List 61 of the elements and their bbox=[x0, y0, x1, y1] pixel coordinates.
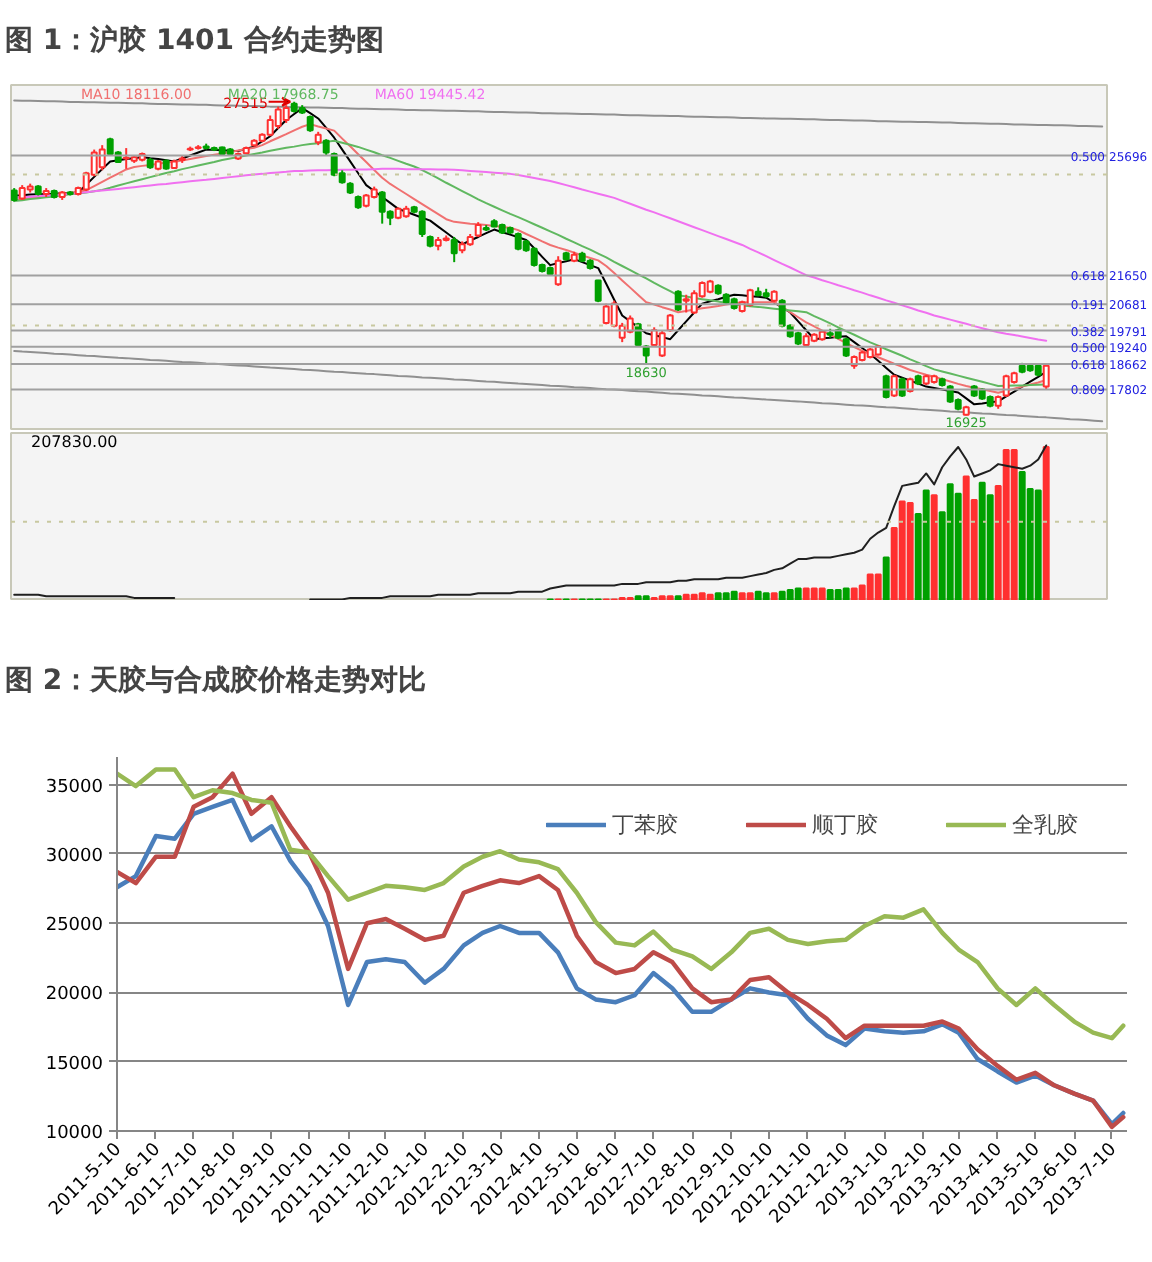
bar bbox=[978, 481, 986, 600]
y-tick-label: 35000 bbox=[45, 777, 104, 798]
candlestick bbox=[530, 246, 538, 268]
bar bbox=[730, 590, 738, 600]
candlestick bbox=[378, 190, 386, 225]
bar bbox=[1002, 449, 1010, 600]
bar bbox=[922, 489, 930, 600]
bar bbox=[786, 589, 794, 600]
y-tick-label: 20000 bbox=[45, 985, 104, 1006]
y-tick-label: 25000 bbox=[45, 916, 104, 937]
y-tick-label: 30000 bbox=[45, 846, 104, 867]
bar bbox=[1018, 470, 1026, 600]
y-tick-label: 10000 bbox=[45, 1124, 104, 1144]
line-series bbox=[13, 167, 1048, 342]
legend-label: 丁苯胶 bbox=[612, 809, 678, 839]
bar bbox=[834, 589, 842, 600]
bar bbox=[706, 593, 714, 600]
bar bbox=[906, 502, 914, 600]
bar bbox=[874, 573, 882, 600]
bar bbox=[898, 500, 906, 600]
line-series bbox=[117, 767, 1126, 1041]
bar bbox=[754, 590, 762, 600]
annotation: 207830.00 bbox=[31, 433, 118, 451]
candlestick bbox=[122, 147, 130, 170]
bar bbox=[826, 589, 834, 600]
bar bbox=[722, 592, 730, 600]
bar bbox=[738, 592, 746, 600]
chart-title: 图 2：天胶与合成胶价格走势对比 bbox=[5, 663, 427, 697]
bar bbox=[866, 573, 874, 600]
bar bbox=[682, 593, 690, 600]
bar bbox=[714, 592, 722, 600]
candlestick bbox=[274, 105, 282, 130]
candlestick bbox=[418, 209, 426, 238]
candlestick bbox=[450, 235, 458, 264]
legend-label: 全乳胶 bbox=[1012, 809, 1078, 839]
line-series bbox=[13, 99, 1104, 128]
candlestick bbox=[554, 255, 562, 287]
bar bbox=[1042, 446, 1050, 600]
bar bbox=[810, 587, 818, 600]
bar bbox=[946, 483, 954, 600]
candlestick bbox=[690, 289, 698, 315]
bar bbox=[746, 592, 754, 600]
chart-title: 图 1：沪胶 1401 合约走势图 bbox=[5, 23, 384, 57]
bar bbox=[762, 592, 770, 600]
y-tick-label: 15000 bbox=[45, 1054, 104, 1075]
bar bbox=[962, 475, 970, 600]
bar bbox=[802, 587, 810, 600]
bar bbox=[1010, 449, 1018, 600]
bar bbox=[850, 587, 858, 600]
legend-label: 顺丁胶 bbox=[812, 809, 878, 839]
bar bbox=[778, 590, 786, 600]
bar bbox=[690, 593, 698, 600]
candlestick bbox=[658, 329, 666, 358]
bar bbox=[818, 587, 826, 600]
bar bbox=[770, 592, 778, 600]
bar bbox=[882, 556, 890, 600]
bar bbox=[1034, 489, 1042, 600]
bar bbox=[930, 494, 938, 600]
bar bbox=[698, 592, 706, 600]
bar bbox=[794, 587, 802, 600]
bar bbox=[842, 587, 850, 600]
